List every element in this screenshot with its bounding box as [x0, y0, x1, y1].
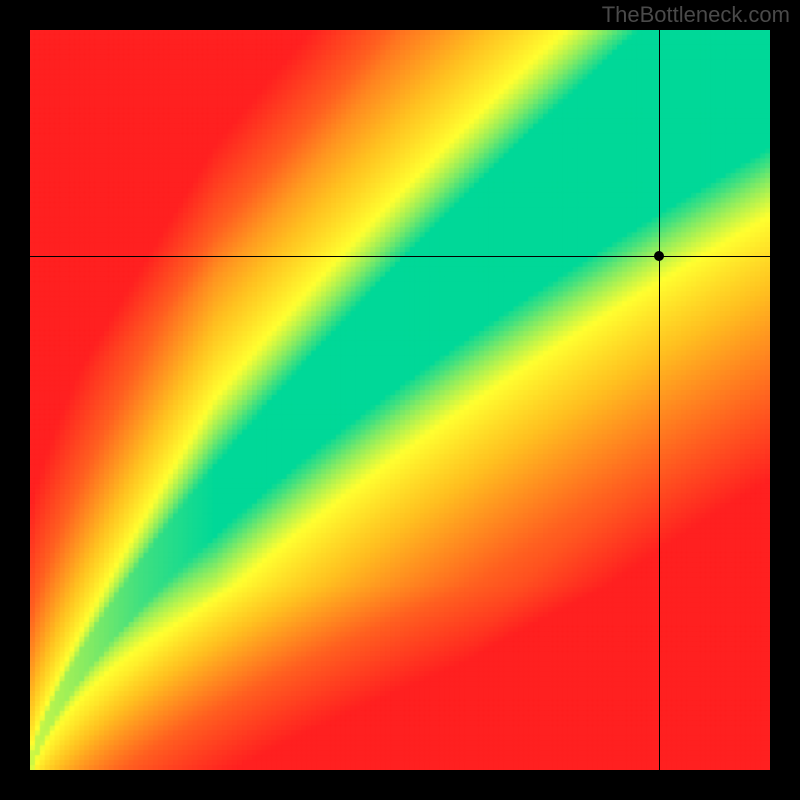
crosshair-vertical [659, 30, 660, 770]
heatmap-plot [30, 30, 770, 770]
intersection-marker [654, 251, 664, 261]
watermark-text: TheBottleneck.com [602, 2, 790, 28]
